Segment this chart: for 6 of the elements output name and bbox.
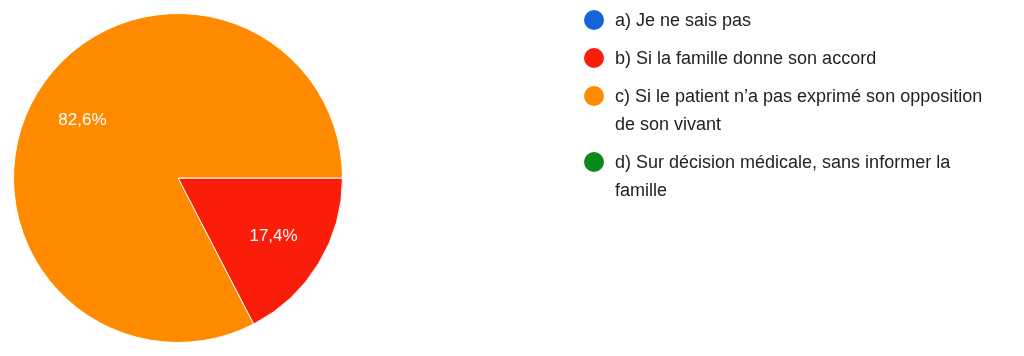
data-label: 82,6% <box>58 109 107 129</box>
data-label: 17,4% <box>249 225 298 245</box>
legend-label: b) Si la famille donne son accord <box>615 47 877 70</box>
legend-label: c) Si le patient n’a pas exprimé son opposition de son vivant <box>615 85 984 136</box>
legend-label: a) Je ne sais pas <box>615 9 752 32</box>
legend-label: d) Sur décision médicale, sans informer la famille <box>615 151 952 202</box>
